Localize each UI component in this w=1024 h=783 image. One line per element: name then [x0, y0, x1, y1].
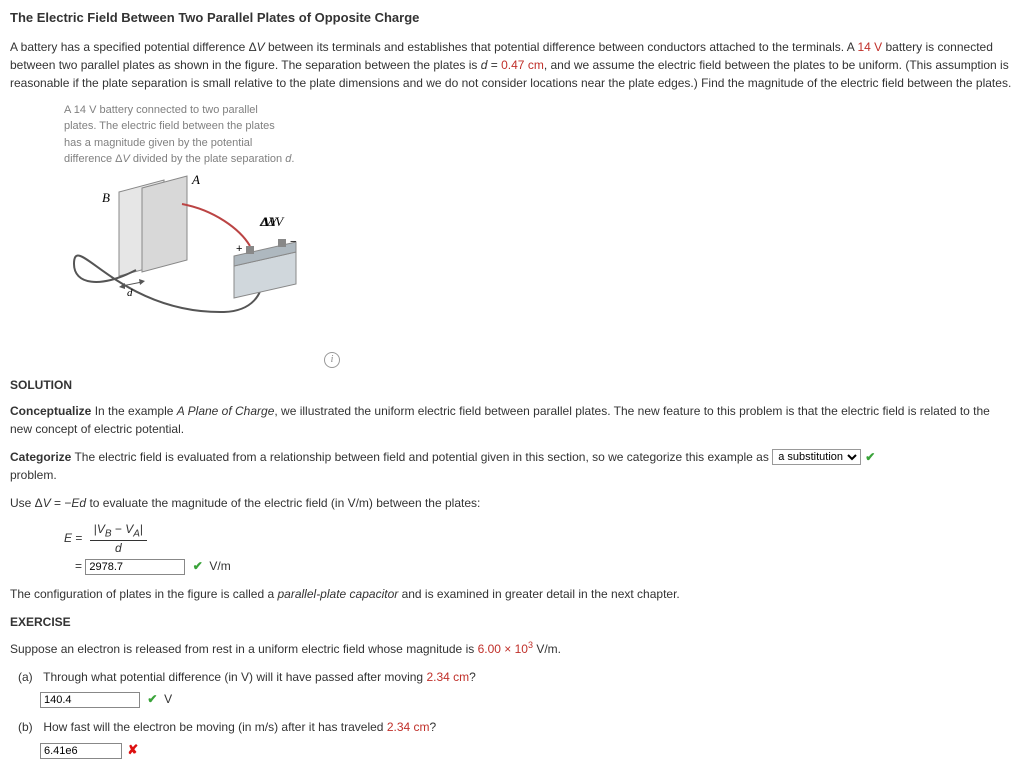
svg-text:+: + — [236, 243, 242, 255]
figure-caption: A 14 V battery connected to two parallel… — [64, 102, 354, 168]
svg-text:B: B — [102, 190, 110, 205]
text: Through what potential difference (in V)… — [43, 670, 426, 684]
exercise-intro: Suppose an electron is released from res… — [10, 639, 1014, 658]
categorize-select[interactable]: a substitution — [772, 449, 861, 465]
exercise-heading: EXERCISE — [10, 613, 1014, 631]
check-icon: ✔ — [865, 450, 875, 464]
text: divided by the plate separation — [130, 153, 285, 165]
field-answer-input[interactable] — [85, 559, 185, 575]
text: to evaluate the magnitude of the electri… — [86, 496, 480, 510]
check-icon: ✔ — [193, 559, 203, 573]
denom: d — [90, 541, 147, 555]
distance-a: 2.34 cm — [426, 670, 469, 684]
equation-block: E = |VB − VA| d = ✔ V/m — [64, 522, 1014, 576]
unit-label: V/m — [209, 559, 230, 573]
distance-b: 2.34 cm — [387, 720, 430, 734]
text: − — [112, 522, 126, 536]
text: and is examined in greater detail in the… — [398, 587, 680, 601]
term: parallel-plate capacitor — [278, 587, 399, 601]
e-magnitude: 6.00 × 103 — [478, 642, 533, 656]
text: A battery has a specified potential diff… — [10, 40, 257, 54]
example-name: A Plane of Charge — [177, 404, 275, 418]
page-title: The Electric Field Between Two Parallel … — [10, 8, 1014, 28]
label: Conceptualize — [10, 404, 91, 418]
text: Suppose an electron is released from res… — [10, 642, 478, 656]
part-b-input[interactable] — [40, 743, 122, 759]
text: has a magnitude given by the potential — [64, 137, 252, 149]
part-b: (b) How fast will the electron be moving… — [18, 718, 1014, 736]
svg-text:ΔV: ΔV — [260, 214, 279, 229]
part-label: (b) — [18, 718, 40, 736]
text: = − — [51, 496, 72, 510]
text: battery connected to two parallel — [96, 104, 257, 116]
text: = — [72, 531, 86, 545]
solution-heading: SOLUTION — [10, 376, 1014, 394]
battery-voltage: 14 V — [857, 40, 882, 54]
svg-text:A: A — [191, 174, 200, 187]
cross-icon: ✘ — [127, 742, 138, 757]
sub-a: A — [133, 528, 140, 539]
text: problem. — [10, 468, 57, 482]
sub-b: B — [105, 528, 112, 539]
text: ? — [469, 670, 476, 684]
fraction: |VB − VA| d — [90, 522, 147, 556]
label: Categorize — [10, 450, 71, 464]
categorize-para: Categorize The electric field is evaluat… — [10, 448, 1014, 484]
text: ? — [430, 720, 437, 734]
text: A — [64, 104, 74, 116]
check-icon: ✔ — [147, 692, 157, 706]
text: Use Δ — [10, 496, 43, 510]
part-a-answer: ✔ V — [40, 690, 1014, 708]
text: = — [487, 58, 501, 72]
var-vb: V — [97, 522, 105, 536]
svg-text:d: d — [127, 287, 133, 299]
info-icon[interactable]: i — [324, 352, 340, 368]
use-line: Use ΔV = −Ed to evaluate the magnitude o… — [10, 494, 1014, 512]
config-note: The configuration of plates in the figur… — [10, 585, 1014, 603]
d-value: 0.47 cm — [501, 58, 544, 72]
part-b-answer: ✘ — [40, 740, 1014, 760]
svg-text:−: − — [290, 236, 296, 248]
text: between its terminals and establishes th… — [265, 40, 858, 54]
var-v: V — [43, 496, 51, 510]
text: difference Δ — [64, 153, 123, 165]
part-a-input[interactable] — [40, 692, 140, 708]
text: In the example — [91, 404, 176, 418]
var-v: V — [123, 153, 130, 165]
unit-label: V — [164, 692, 172, 706]
part-label: (a) — [18, 668, 40, 686]
text: 14 V — [74, 104, 97, 116]
part-a: (a) Through what potential difference (i… — [18, 668, 1014, 686]
conceptualize-para: Conceptualize In the example A Plane of … — [10, 402, 1014, 438]
var-v: V — [257, 40, 265, 54]
text: plates. The electric field between the p… — [64, 120, 275, 132]
text: How fast will the electron be moving (in… — [43, 720, 386, 734]
text: . — [291, 153, 294, 165]
text: The configuration of plates in the figur… — [10, 587, 278, 601]
text: The electric field is evaluated from a r… — [71, 450, 772, 464]
text: V/m. — [533, 642, 561, 656]
var-e: E — [64, 531, 72, 545]
intro-paragraph: A battery has a specified potential diff… — [10, 38, 1014, 92]
figure: B A ΔΔV ΔV + − d i — [64, 174, 1014, 368]
text: | — [140, 522, 143, 536]
